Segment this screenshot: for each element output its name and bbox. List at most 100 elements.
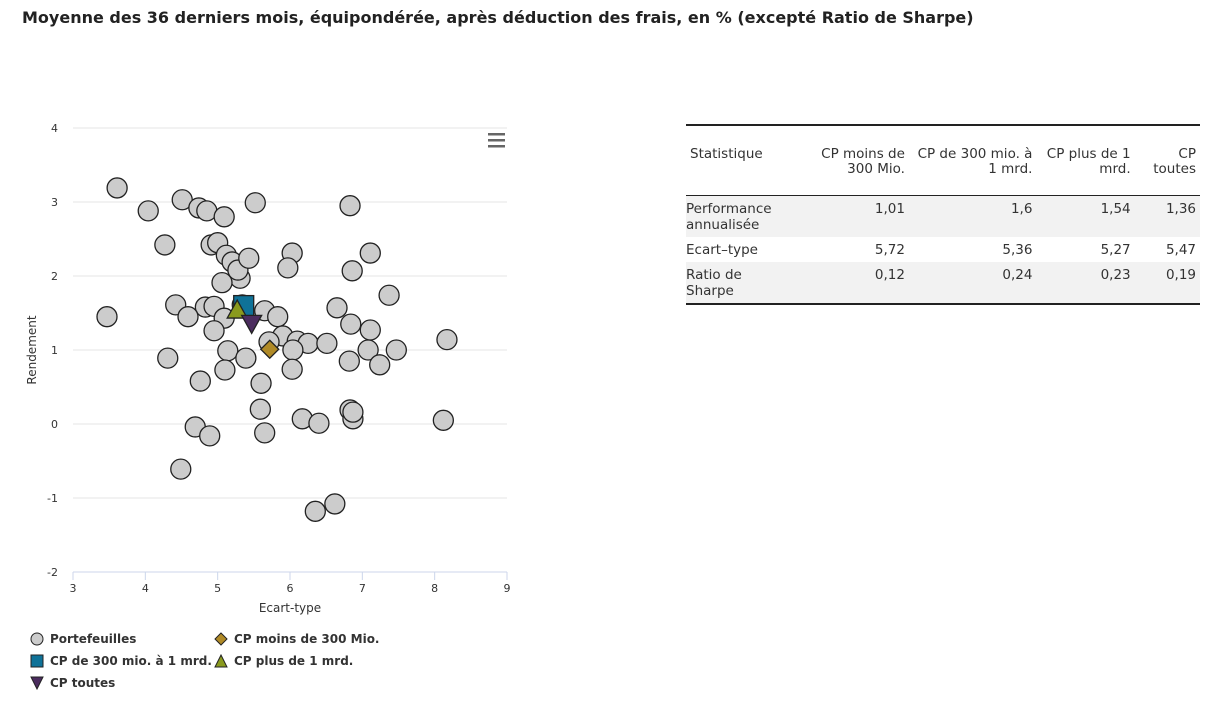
data-point bbox=[137, 200, 159, 222]
data-point bbox=[211, 272, 233, 294]
data-point-triangle-down bbox=[240, 314, 263, 335]
legend-label: CP moins de 300 Mio. bbox=[234, 632, 380, 646]
x-tick-label: 7 bbox=[359, 582, 366, 595]
data-point bbox=[214, 359, 236, 381]
x-tick-label: 9 bbox=[504, 582, 511, 595]
data-point bbox=[357, 339, 379, 361]
cell: 0,12 bbox=[790, 262, 909, 305]
data-point bbox=[96, 306, 118, 328]
legend-label: CP toutes bbox=[50, 676, 116, 690]
y-tick-label: -1 bbox=[47, 492, 58, 505]
data-point bbox=[282, 339, 304, 361]
cell: 0,24 bbox=[908, 262, 1037, 305]
cell: Ratio de Sharpe bbox=[686, 262, 790, 305]
data-point bbox=[338, 350, 360, 372]
y-tick-label: -2 bbox=[47, 566, 58, 579]
table-row: Ratio de Sharpe 0,12 0,24 0,23 0,19 bbox=[686, 262, 1200, 305]
cell: Performance annualisée bbox=[686, 195, 790, 237]
legend-item[interactable]: CP moins de 300 Mio. bbox=[214, 632, 380, 646]
col-header: Statistique bbox=[686, 124, 790, 196]
data-point bbox=[308, 412, 330, 434]
y-axis-label: Rendement bbox=[25, 315, 39, 384]
data-point bbox=[369, 354, 391, 376]
y-tick-label: 1 bbox=[51, 344, 58, 357]
cell: 5,47 bbox=[1165, 242, 1196, 258]
data-point bbox=[304, 500, 326, 522]
page-title: Moyenne des 36 derniers mois, équipondér… bbox=[22, 8, 974, 27]
legend-item[interactable]: Portefeuilles bbox=[30, 632, 136, 646]
data-point bbox=[340, 313, 362, 335]
data-point bbox=[359, 242, 381, 264]
x-tick-label: 5 bbox=[214, 582, 221, 595]
data-point bbox=[436, 328, 458, 351]
col-header: CP toutes bbox=[1134, 124, 1200, 196]
cell: 5,72 bbox=[874, 242, 905, 258]
data-point bbox=[359, 319, 381, 341]
cell: 0,23 bbox=[1036, 262, 1135, 305]
scatter-chart: -2 -1 0 1 2 3 4 3 4 5 6 7 8 9 Ecart-type Rendement bbox=[25, 122, 511, 615]
data-point bbox=[277, 257, 299, 279]
circle-icon bbox=[30, 632, 44, 646]
data-point bbox=[326, 297, 348, 319]
menu-icon[interactable] bbox=[488, 133, 505, 148]
col-header: CP moins de 300 Mio. bbox=[790, 124, 909, 196]
data-point bbox=[199, 425, 221, 447]
cell: 5,27 bbox=[1100, 242, 1131, 258]
data-point bbox=[177, 306, 199, 328]
data-point bbox=[378, 284, 400, 306]
col-header: CP plus de 1 mrd. bbox=[1036, 124, 1135, 196]
data-point bbox=[217, 340, 239, 362]
data-point bbox=[157, 347, 179, 369]
x-tick-label: 8 bbox=[431, 582, 438, 595]
table-row: Performance annualisée 1,01 1,6 1,54 1,36 bbox=[686, 195, 1200, 237]
triangle-icon bbox=[214, 654, 228, 668]
data-point bbox=[281, 358, 303, 380]
data-point bbox=[106, 177, 128, 199]
data-point bbox=[316, 332, 338, 354]
y-tick-label: 3 bbox=[51, 196, 58, 209]
cell: 1,6 bbox=[908, 195, 1037, 237]
cell: 1,01 bbox=[790, 195, 909, 237]
table-row: Ecart–type 5,72 5,36 5,27 5,47 bbox=[686, 237, 1200, 262]
y-tick-label: 0 bbox=[51, 418, 58, 431]
cell: 1,54 bbox=[1036, 195, 1135, 237]
legend-label: CP de 300 mio. à 1 mrd. bbox=[50, 654, 212, 668]
x-tick-label: 4 bbox=[142, 582, 149, 595]
cell: 1,36 bbox=[1134, 195, 1200, 237]
statistics-table: Statistique CP moins de 300 Mio. CP de 3… bbox=[686, 124, 1200, 305]
data-point bbox=[250, 372, 272, 394]
data-point bbox=[432, 409, 454, 431]
data-point-diamond bbox=[259, 339, 280, 360]
data-point bbox=[254, 422, 276, 444]
legend-label: CP plus de 1 mrd. bbox=[234, 654, 354, 668]
data-point bbox=[341, 260, 363, 282]
legend-item[interactable]: CP plus de 1 mrd. bbox=[214, 654, 353, 668]
legend-label: Portefeuilles bbox=[50, 632, 137, 646]
x-tick-label: 3 bbox=[70, 582, 77, 595]
data-point bbox=[342, 401, 364, 423]
data-point bbox=[238, 247, 260, 269]
data-point bbox=[235, 347, 257, 369]
legend-item[interactable]: CP de 300 mio. à 1 mrd. bbox=[30, 654, 212, 668]
square-icon bbox=[30, 654, 44, 668]
data-point bbox=[339, 195, 361, 217]
cell: 0,19 bbox=[1134, 262, 1200, 305]
legend-item[interactable]: CP toutes bbox=[30, 676, 115, 690]
data-point bbox=[249, 398, 271, 420]
data-point bbox=[385, 339, 407, 361]
cell: Ecart–type bbox=[686, 242, 758, 258]
x-tick-label: 6 bbox=[287, 582, 294, 595]
data-point-triangle bbox=[226, 298, 249, 319]
col-header: CP de 300 mio. à 1 mrd. bbox=[908, 124, 1037, 196]
y-tick-label: 2 bbox=[51, 270, 58, 283]
data-point bbox=[267, 306, 289, 328]
data-point bbox=[170, 458, 192, 480]
cell: 5,36 bbox=[1002, 242, 1033, 258]
data-point bbox=[203, 320, 225, 342]
triangle-down-icon bbox=[30, 676, 44, 690]
diamond-icon bbox=[214, 632, 228, 646]
data-point bbox=[324, 493, 346, 515]
data-point bbox=[244, 192, 266, 214]
x-axis-label: Ecart-type bbox=[259, 601, 321, 615]
data-point bbox=[189, 370, 211, 392]
